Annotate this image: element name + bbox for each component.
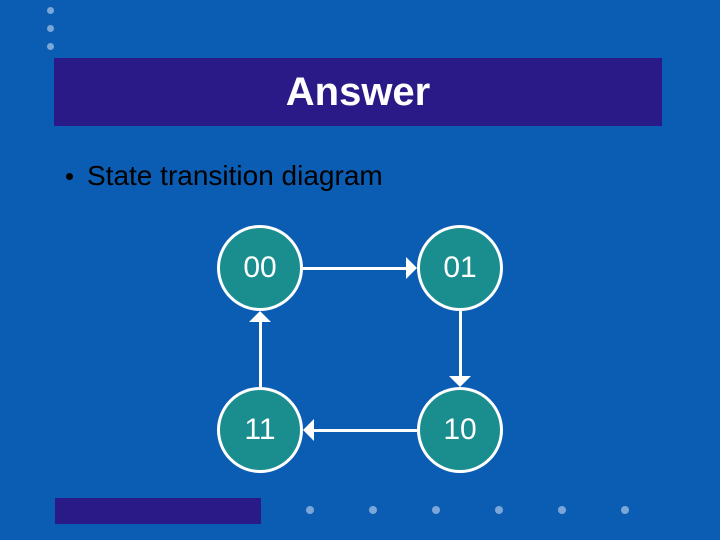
decor-dot-top-0 (47, 7, 54, 14)
bullet-text: State transition diagram (87, 160, 383, 192)
decor-dot-top-2 (47, 43, 54, 50)
state-node-s10: 10 (417, 387, 503, 473)
decor-dot-top-1 (47, 25, 54, 32)
arrowhead-s00-s01-icon (406, 257, 417, 279)
decor-dot-bottom-2 (432, 506, 440, 514)
decor-dot-bottom-4 (558, 506, 566, 514)
title-bar: Answer (54, 58, 662, 126)
state-node-s00: 00 (217, 225, 303, 311)
bullet-row: State transition diagram (66, 160, 383, 192)
state-node-label: 00 (243, 251, 276, 285)
decor-dot-bottom-1 (369, 506, 377, 514)
state-node-s11: 11 (217, 387, 303, 473)
edge-s00-s01 (303, 267, 406, 270)
arrowhead-s11-s00-icon (249, 311, 271, 322)
decor-dot-bottom-5 (621, 506, 629, 514)
bullet-icon (66, 173, 73, 180)
decor-dot-bottom-3 (495, 506, 503, 514)
state-node-s01: 01 (417, 225, 503, 311)
state-node-label: 10 (443, 413, 476, 447)
decor-dot-bottom-0 (306, 506, 314, 514)
decor-bottom-bar (55, 498, 261, 524)
edge-s11-s00 (259, 322, 262, 387)
arrowhead-s01-s10-icon (449, 376, 471, 387)
slide-title: Answer (286, 70, 431, 115)
edge-s01-s10 (459, 311, 462, 376)
edge-s10-s11 (314, 429, 417, 432)
state-node-label: 01 (443, 251, 476, 285)
arrowhead-s10-s11-icon (303, 419, 314, 441)
slide: Answer State transition diagram 00 01 10 11 (0, 0, 720, 540)
state-node-label: 11 (244, 413, 275, 447)
